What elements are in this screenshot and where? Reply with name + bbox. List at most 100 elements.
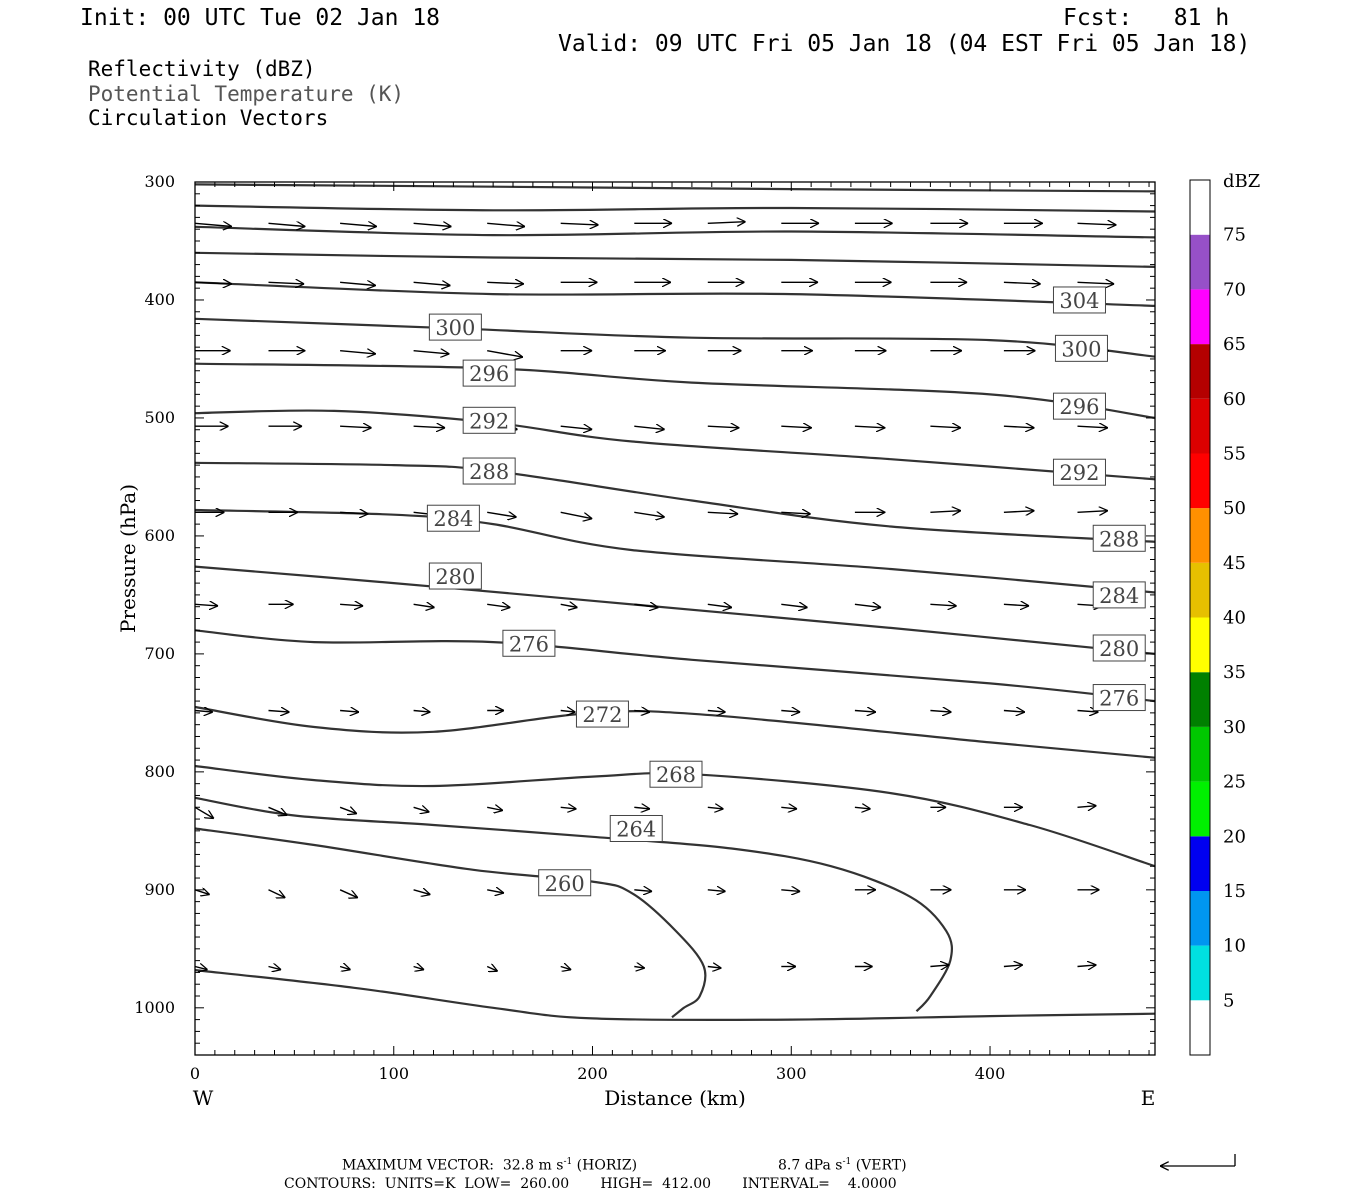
circulation-vector bbox=[340, 604, 363, 606]
colorbar-segment bbox=[1190, 234, 1210, 290]
contour-label: 300 bbox=[1061, 337, 1101, 361]
y-tick-label: 1000 bbox=[134, 998, 175, 1017]
circulation-vector bbox=[854, 711, 876, 713]
circulation-vector bbox=[268, 806, 288, 815]
contour-label: 268 bbox=[656, 763, 696, 787]
contour-label-box bbox=[426, 504, 480, 532]
contour-label: 292 bbox=[469, 409, 509, 433]
west-end-label: W bbox=[193, 1086, 214, 1110]
colorbar-segment bbox=[1190, 617, 1210, 673]
circulation-vector bbox=[1003, 426, 1035, 428]
circulation-vector bbox=[340, 711, 359, 713]
contour-label-box bbox=[1052, 392, 1106, 420]
contour-label: 276 bbox=[509, 632, 549, 656]
circulation-vector bbox=[854, 807, 871, 809]
circulation-vector bbox=[487, 350, 523, 357]
circulation-vector bbox=[634, 890, 652, 892]
y-tick-label: 300 bbox=[144, 172, 175, 191]
circulation-vector bbox=[560, 967, 572, 970]
circulation-vector bbox=[1003, 711, 1025, 713]
circulation-vector bbox=[1077, 711, 1099, 713]
circulation-vector bbox=[487, 223, 525, 226]
contour-label: 284 bbox=[1099, 584, 1139, 608]
circulation-vector bbox=[930, 711, 951, 713]
colorbar-level-label: 25 bbox=[1223, 772, 1246, 793]
contour-label-box bbox=[502, 629, 556, 657]
colorbar-segment bbox=[1190, 672, 1210, 727]
circulation-vector bbox=[413, 351, 450, 354]
contour-label-layer: 304 300 300 296 296 292 292 288 288 284 284 280 280 2… bbox=[426, 286, 1146, 897]
circulation-vector bbox=[707, 890, 726, 892]
colorbar-segment bbox=[1190, 890, 1210, 946]
forecast-hour: Fcst: 81 h bbox=[1063, 5, 1230, 31]
contour-label: 304 bbox=[1059, 289, 1099, 313]
circulation-vector bbox=[854, 426, 885, 428]
isentrope-260 bbox=[194, 827, 707, 1019]
circulation-vector bbox=[339, 967, 351, 970]
contour-label-box bbox=[538, 869, 592, 897]
colorbar-segment bbox=[1190, 1000, 1210, 1055]
colorbar-segment bbox=[1190, 289, 1210, 345]
contour-label-box bbox=[1054, 334, 1108, 362]
isentrope-unlabeled-1 bbox=[194, 204, 1156, 213]
circulation-vector bbox=[781, 890, 800, 892]
circulation-vector bbox=[413, 890, 431, 895]
circulation-vector bbox=[194, 223, 232, 226]
contour-label: 284 bbox=[433, 507, 473, 531]
init-time: Init: 00 UTC Tue 02 Jan 18 bbox=[80, 5, 441, 31]
x-tick-label: 200 bbox=[577, 1064, 608, 1083]
y-tick-label: 500 bbox=[144, 408, 175, 427]
x-tick-label: 400 bbox=[975, 1064, 1006, 1083]
contour-label-box bbox=[575, 700, 629, 728]
circulation-vector bbox=[930, 511, 961, 513]
vert-max-line: 8.7 dPa s-1 (VERT) bbox=[778, 1158, 907, 1173]
circulation-vector bbox=[634, 604, 658, 607]
circulation-vector bbox=[634, 711, 650, 713]
circulation-vector bbox=[487, 282, 524, 284]
circulation-vector bbox=[707, 426, 740, 428]
x-tick-label: 100 bbox=[378, 1064, 409, 1083]
colorbar-segment bbox=[1190, 398, 1210, 454]
contour-label-box bbox=[1052, 286, 1106, 314]
colorbar-segment bbox=[1190, 180, 1210, 235]
colorbar-segment bbox=[1190, 508, 1210, 563]
circulation-vector bbox=[1003, 282, 1041, 284]
isentrope-292 bbox=[194, 409, 1156, 481]
circulation-vector bbox=[634, 967, 645, 969]
colorbar-unit-label: dBZ bbox=[1223, 171, 1260, 192]
circulation-vector bbox=[707, 711, 726, 713]
circulation-vector bbox=[194, 967, 208, 970]
contour-label-box bbox=[428, 313, 482, 341]
circulation-vector bbox=[1003, 604, 1029, 606]
contour-label-box bbox=[462, 406, 516, 434]
colorbar-level-label: 20 bbox=[1223, 826, 1246, 847]
circulation-vector bbox=[487, 807, 503, 810]
circulation-vector bbox=[930, 426, 961, 428]
isentrope-280 bbox=[194, 565, 1156, 655]
isentrope-276 bbox=[194, 629, 1156, 703]
isentrope-288 bbox=[194, 461, 1156, 543]
circulation-vector bbox=[560, 807, 577, 809]
valid-time: Valid: 09 UTC Fri 05 Jan 18 (04 EST Fri … bbox=[558, 31, 1251, 57]
circulation-vector bbox=[268, 889, 286, 898]
circulation-vector bbox=[486, 967, 498, 972]
circulation-vector bbox=[781, 604, 807, 607]
contour-label: 272 bbox=[582, 703, 622, 727]
contour-label-box bbox=[609, 814, 663, 842]
plot-frame bbox=[194, 181, 1156, 1056]
y-tick-label: 800 bbox=[144, 762, 175, 781]
colorbar-segment bbox=[1190, 562, 1210, 618]
colorbar-level-label: 30 bbox=[1223, 717, 1246, 738]
circulation-vector bbox=[781, 807, 797, 809]
circulation-vector bbox=[487, 890, 504, 893]
contour-label-box bbox=[1092, 634, 1146, 662]
contour-label: 288 bbox=[469, 460, 509, 484]
circulation-vector bbox=[1003, 511, 1035, 513]
max-vector-label: MAXIMUM VECTOR: bbox=[342, 1157, 494, 1174]
circulation-vector bbox=[560, 426, 593, 429]
isentrope-unlabeled-2 bbox=[194, 225, 1156, 239]
colorbar-level-label: 55 bbox=[1223, 443, 1246, 464]
isentrope-layer bbox=[194, 183, 1156, 1022]
colorbar-level-label: 40 bbox=[1223, 608, 1246, 629]
